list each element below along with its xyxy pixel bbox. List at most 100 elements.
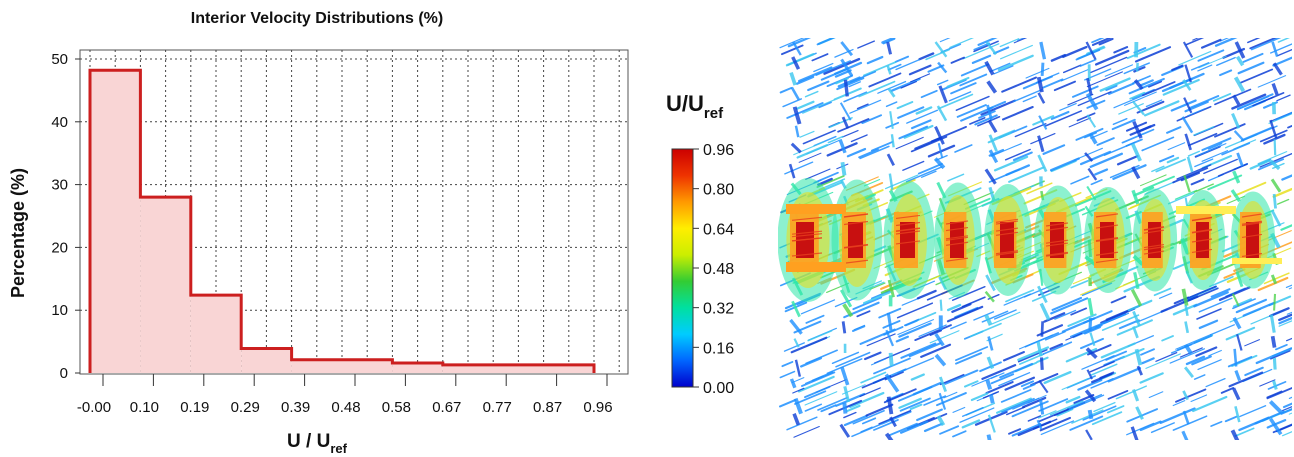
velocity-vector bbox=[996, 397, 1032, 414]
slab-vector bbox=[1135, 406, 1144, 420]
velocity-vector bbox=[805, 168, 831, 180]
velocity-vector bbox=[914, 137, 942, 150]
slab-vector bbox=[1186, 156, 1194, 173]
velocity-vector bbox=[900, 80, 917, 89]
slab-vector bbox=[984, 314, 993, 326]
velocity-vector bbox=[1141, 357, 1155, 365]
velocity-vector bbox=[1101, 314, 1140, 331]
velocity-vector bbox=[1187, 150, 1200, 157]
core-streak bbox=[1143, 226, 1165, 231]
velocity-vector bbox=[990, 372, 1005, 379]
velocity-vector bbox=[1054, 309, 1077, 320]
velocity-vector bbox=[929, 329, 943, 336]
core-red bbox=[1000, 222, 1014, 258]
velocity-vector bbox=[1044, 110, 1083, 127]
chart-title: Interior Velocity Distributions (%) bbox=[191, 10, 443, 27]
velocity-vector bbox=[1107, 367, 1142, 383]
velocity-vector bbox=[1030, 132, 1056, 145]
slab-vector bbox=[1036, 76, 1044, 93]
colorbar-tick-label: 0.96 bbox=[703, 142, 734, 159]
velocity-vector bbox=[1197, 64, 1213, 72]
velocity-vector bbox=[802, 99, 836, 114]
velocity-vector bbox=[1141, 81, 1176, 97]
velocity-vector bbox=[804, 385, 831, 399]
slab-vector bbox=[1085, 92, 1099, 111]
slab-vector bbox=[1130, 143, 1142, 162]
slab-vector bbox=[1181, 288, 1189, 307]
colorbar-tick-label: 0.64 bbox=[703, 221, 734, 238]
slab-vector bbox=[1132, 120, 1143, 139]
velocity-vector bbox=[1201, 150, 1229, 162]
core-streak bbox=[1045, 239, 1069, 244]
velocity-vector bbox=[1282, 405, 1292, 412]
velocity-vector bbox=[1219, 38, 1230, 42]
velocity-vector bbox=[960, 106, 994, 122]
velocity-vector bbox=[1151, 165, 1165, 173]
velocity-vector bbox=[1115, 385, 1147, 400]
velocity-vector bbox=[1257, 75, 1287, 88]
velocity-vector bbox=[804, 403, 823, 412]
velocity-vector bbox=[1232, 298, 1256, 310]
slab-vector bbox=[1272, 358, 1277, 370]
velocity-vector bbox=[1077, 91, 1112, 107]
velocity-vector bbox=[1076, 112, 1096, 122]
slab-vector bbox=[938, 392, 947, 410]
velocity-vector bbox=[1185, 38, 1205, 46]
velocity-vector bbox=[1038, 408, 1069, 423]
velocity-vector bbox=[997, 54, 1034, 72]
velocity-vector bbox=[1276, 48, 1292, 57]
velocity-vector bbox=[843, 414, 868, 427]
velocity-vector bbox=[887, 63, 902, 71]
slab-vector bbox=[1271, 83, 1279, 96]
velocity-vector bbox=[1239, 405, 1267, 418]
velocity-vector bbox=[1257, 276, 1289, 292]
core-streak bbox=[791, 216, 823, 221]
slab-vector bbox=[788, 163, 796, 179]
slab-vector bbox=[1182, 79, 1192, 91]
velocity-vector bbox=[1065, 395, 1081, 404]
slab-vector bbox=[1089, 332, 1096, 346]
velocity-vector bbox=[898, 125, 929, 140]
slab-vector bbox=[984, 290, 995, 303]
slab-vector bbox=[934, 333, 945, 347]
velocity-vector bbox=[1099, 77, 1131, 92]
slab-vector bbox=[1132, 326, 1139, 339]
slab-vector bbox=[1134, 348, 1143, 366]
core-streak bbox=[1045, 226, 1069, 231]
velocity-vector bbox=[1068, 117, 1092, 128]
velocity-vector bbox=[1013, 88, 1043, 103]
velocity-vector bbox=[850, 134, 868, 143]
velocity-vector bbox=[895, 136, 924, 150]
velocity-vector bbox=[786, 416, 818, 431]
slab-vector bbox=[1233, 130, 1245, 142]
core-streak bbox=[1045, 251, 1069, 256]
slab-vector bbox=[1087, 297, 1094, 316]
velocity-vector bbox=[846, 404, 861, 412]
core-streak bbox=[1241, 233, 1263, 239]
velocity-vector bbox=[961, 407, 984, 417]
slab-vector bbox=[984, 168, 997, 185]
slab-vector bbox=[1181, 430, 1189, 440]
velocity-vector bbox=[784, 161, 814, 175]
velocity-vector bbox=[1022, 383, 1036, 390]
velocity-vector bbox=[1072, 85, 1099, 98]
slab-vector bbox=[1038, 379, 1049, 394]
velocity-vector bbox=[1242, 52, 1264, 63]
velocity-vector bbox=[1086, 71, 1124, 88]
velocity-vector bbox=[1196, 143, 1227, 157]
velocity-vector bbox=[1280, 224, 1292, 231]
velocity-vector bbox=[909, 403, 923, 411]
velocity-vector bbox=[916, 408, 943, 422]
slab-vector bbox=[791, 56, 801, 70]
velocity-vector bbox=[1126, 43, 1161, 60]
velocity-vector bbox=[1203, 158, 1238, 175]
velocity-vector bbox=[837, 118, 870, 133]
velocity-vector bbox=[1244, 339, 1260, 347]
velocity-vector bbox=[1043, 370, 1072, 385]
velocity-vector bbox=[1070, 280, 1089, 289]
velocity-vector bbox=[1040, 420, 1075, 436]
velocity-vector bbox=[1227, 356, 1253, 368]
slab-vector bbox=[1231, 112, 1241, 129]
core-streak bbox=[995, 218, 1019, 223]
slab-vector bbox=[1132, 388, 1140, 402]
